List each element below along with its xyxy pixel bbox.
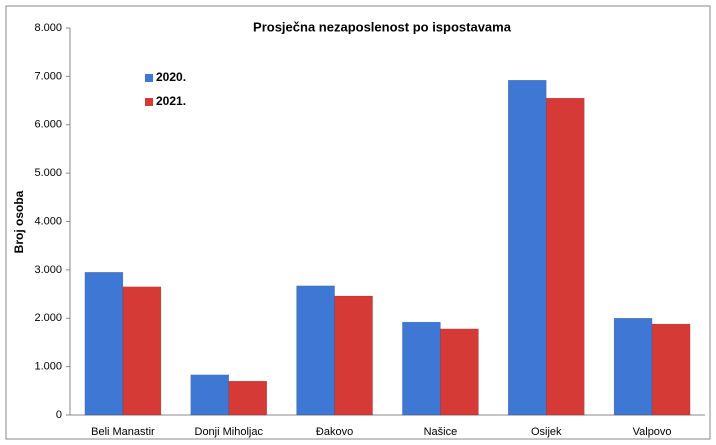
x-tick-label: Beli Manastir — [91, 426, 155, 438]
x-tick-label: Đakovo — [316, 426, 353, 438]
y-axis-title: Broj osoba — [12, 190, 26, 253]
bar — [122, 286, 162, 416]
y-tick-label: 1.000 — [34, 361, 62, 373]
x-tick-label: Našice — [424, 426, 458, 438]
x-tick-label: Osijek — [531, 426, 562, 438]
bar — [440, 328, 479, 416]
legend-swatch — [145, 98, 153, 106]
bar — [190, 374, 229, 416]
y-tick-label: 3.000 — [34, 264, 62, 276]
y-tick-label: 0 — [56, 409, 62, 421]
chart-title: Prosječna nezaposlenost po ispostavama — [253, 19, 512, 34]
bar — [296, 285, 335, 416]
y-tick-label: 4.000 — [34, 215, 62, 227]
bar — [84, 272, 124, 416]
bar — [546, 97, 585, 416]
bar — [613, 318, 653, 416]
legend-label: 2020. — [156, 70, 186, 84]
y-tick-label: 6.000 — [34, 119, 62, 131]
legend-label: 2021. — [156, 94, 186, 108]
bar — [228, 380, 267, 416]
legend-swatch — [145, 74, 153, 82]
bar — [651, 323, 691, 416]
x-tick-label: Valpovo — [633, 426, 672, 438]
bar — [402, 321, 441, 416]
y-tick-label: 2.000 — [34, 312, 62, 324]
bar — [334, 295, 373, 416]
y-tick-label: 7.000 — [34, 70, 62, 82]
bar — [508, 79, 547, 416]
y-tick-label: 8.000 — [34, 22, 62, 34]
y-tick-label: 5.000 — [34, 167, 62, 179]
x-tick-label: Donji Miholjac — [195, 426, 264, 438]
